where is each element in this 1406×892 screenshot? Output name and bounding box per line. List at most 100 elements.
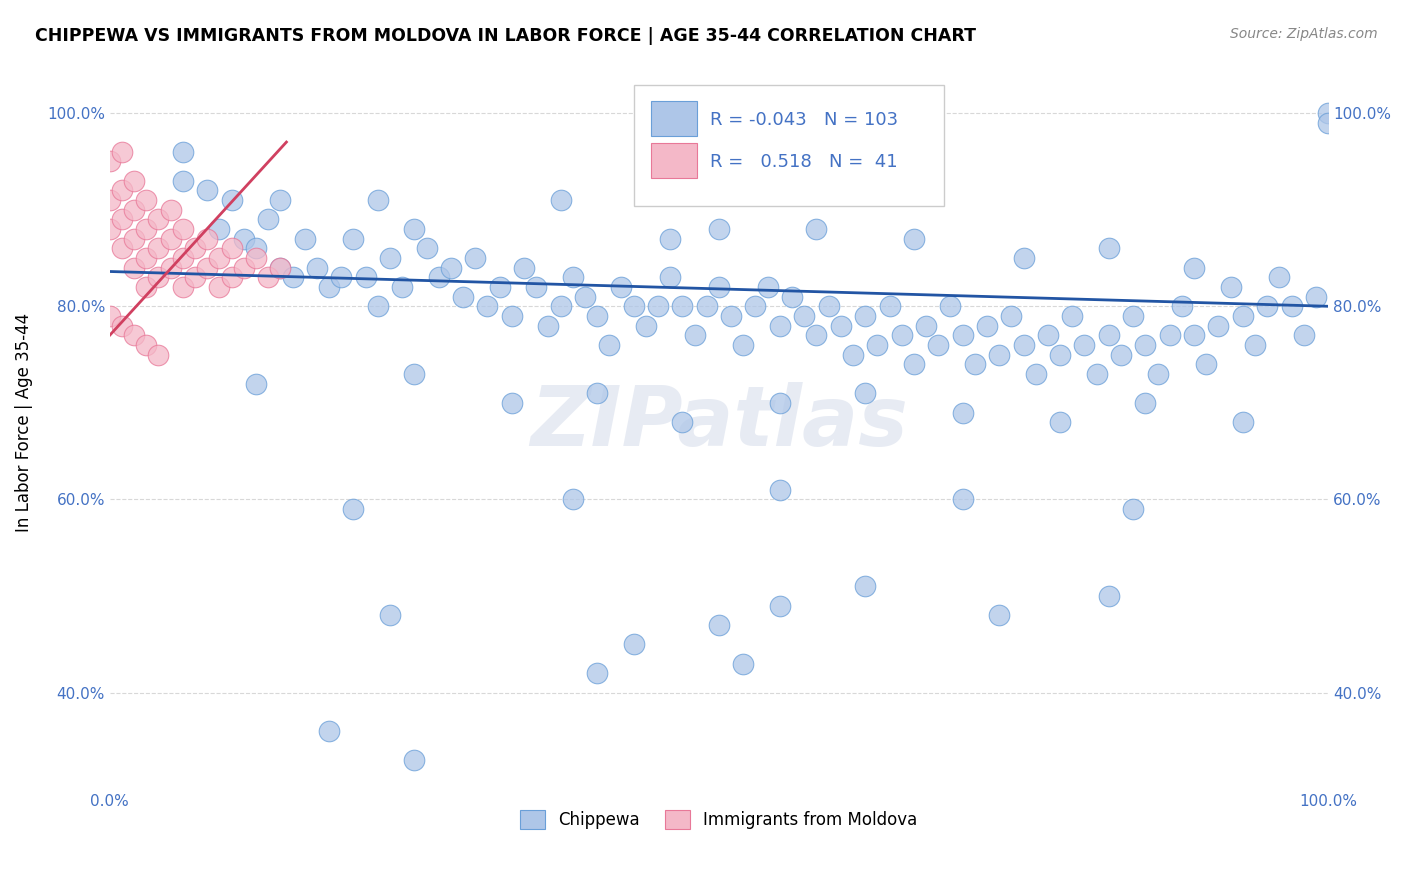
Point <box>98 193 121 207</box>
Point <box>294 232 316 246</box>
Point <box>853 579 876 593</box>
Point <box>1000 309 1022 323</box>
Point <box>561 492 583 507</box>
Point <box>1073 338 1095 352</box>
Point <box>903 232 925 246</box>
Point <box>135 251 157 265</box>
Point <box>148 270 170 285</box>
Point <box>404 367 426 381</box>
Point <box>1232 415 1254 429</box>
Point <box>245 241 267 255</box>
Point <box>159 202 181 217</box>
Point <box>111 145 134 159</box>
Point <box>879 299 901 313</box>
Point <box>524 280 547 294</box>
Point <box>1292 328 1315 343</box>
Point <box>1305 290 1327 304</box>
Point <box>1036 328 1059 343</box>
Point <box>1122 502 1144 516</box>
Point <box>354 270 377 285</box>
Point <box>610 280 633 294</box>
Point <box>1098 328 1121 343</box>
Point <box>427 270 450 285</box>
Point <box>744 299 766 313</box>
Point <box>890 328 912 343</box>
Point <box>1219 280 1241 294</box>
Point <box>391 280 413 294</box>
Point <box>208 251 231 265</box>
Point <box>135 222 157 236</box>
Legend: Chippewa, Immigrants from Moldova: Chippewa, Immigrants from Moldova <box>513 804 924 836</box>
Point <box>1317 106 1340 120</box>
Point <box>281 270 304 285</box>
Point <box>939 299 962 313</box>
Point <box>806 328 828 343</box>
Point <box>1012 338 1035 352</box>
Point <box>501 309 523 323</box>
Point <box>342 232 364 246</box>
Point <box>1025 367 1047 381</box>
Point <box>634 318 657 333</box>
Point <box>806 222 828 236</box>
Point <box>1195 357 1218 371</box>
Point <box>159 260 181 275</box>
Point <box>172 174 194 188</box>
Point <box>903 357 925 371</box>
Point <box>1012 251 1035 265</box>
Point <box>866 338 889 352</box>
Point <box>1135 396 1157 410</box>
Y-axis label: In Labor Force | Age 35-44: In Labor Force | Age 35-44 <box>15 312 32 532</box>
Point <box>659 232 682 246</box>
Point <box>221 241 243 255</box>
Point <box>1159 328 1181 343</box>
Point <box>1122 309 1144 323</box>
Point <box>184 241 207 255</box>
Point <box>318 724 340 739</box>
Point <box>269 193 291 207</box>
Point <box>769 318 792 333</box>
Point <box>404 753 426 767</box>
Point <box>221 270 243 285</box>
FancyBboxPatch shape <box>651 144 697 178</box>
Point <box>671 415 693 429</box>
Point <box>586 386 609 401</box>
Point <box>707 222 730 236</box>
Point <box>232 232 254 246</box>
Point <box>378 608 401 623</box>
Point <box>184 270 207 285</box>
Point <box>404 222 426 236</box>
Point <box>122 202 145 217</box>
Point <box>111 241 134 255</box>
Point <box>598 338 620 352</box>
Point <box>769 396 792 410</box>
Point <box>988 347 1011 361</box>
Point <box>111 318 134 333</box>
Point <box>988 608 1011 623</box>
Point <box>537 318 560 333</box>
Point <box>172 145 194 159</box>
Point <box>550 299 572 313</box>
Point <box>733 338 755 352</box>
Point <box>195 260 218 275</box>
Point <box>122 260 145 275</box>
Point <box>148 347 170 361</box>
Point <box>135 338 157 352</box>
Point <box>769 483 792 497</box>
Point <box>111 183 134 197</box>
Point <box>623 637 645 651</box>
FancyBboxPatch shape <box>634 85 945 206</box>
Point <box>172 222 194 236</box>
Point <box>415 241 437 255</box>
Point <box>952 328 974 343</box>
Point <box>342 502 364 516</box>
Point <box>305 260 328 275</box>
Point <box>1146 367 1168 381</box>
Point <box>756 280 779 294</box>
Point <box>245 376 267 391</box>
Point <box>780 290 803 304</box>
Point <box>927 338 949 352</box>
Point <box>378 251 401 265</box>
Point <box>550 193 572 207</box>
Point <box>853 386 876 401</box>
Text: R =   0.518   N =  41: R = 0.518 N = 41 <box>710 153 898 171</box>
